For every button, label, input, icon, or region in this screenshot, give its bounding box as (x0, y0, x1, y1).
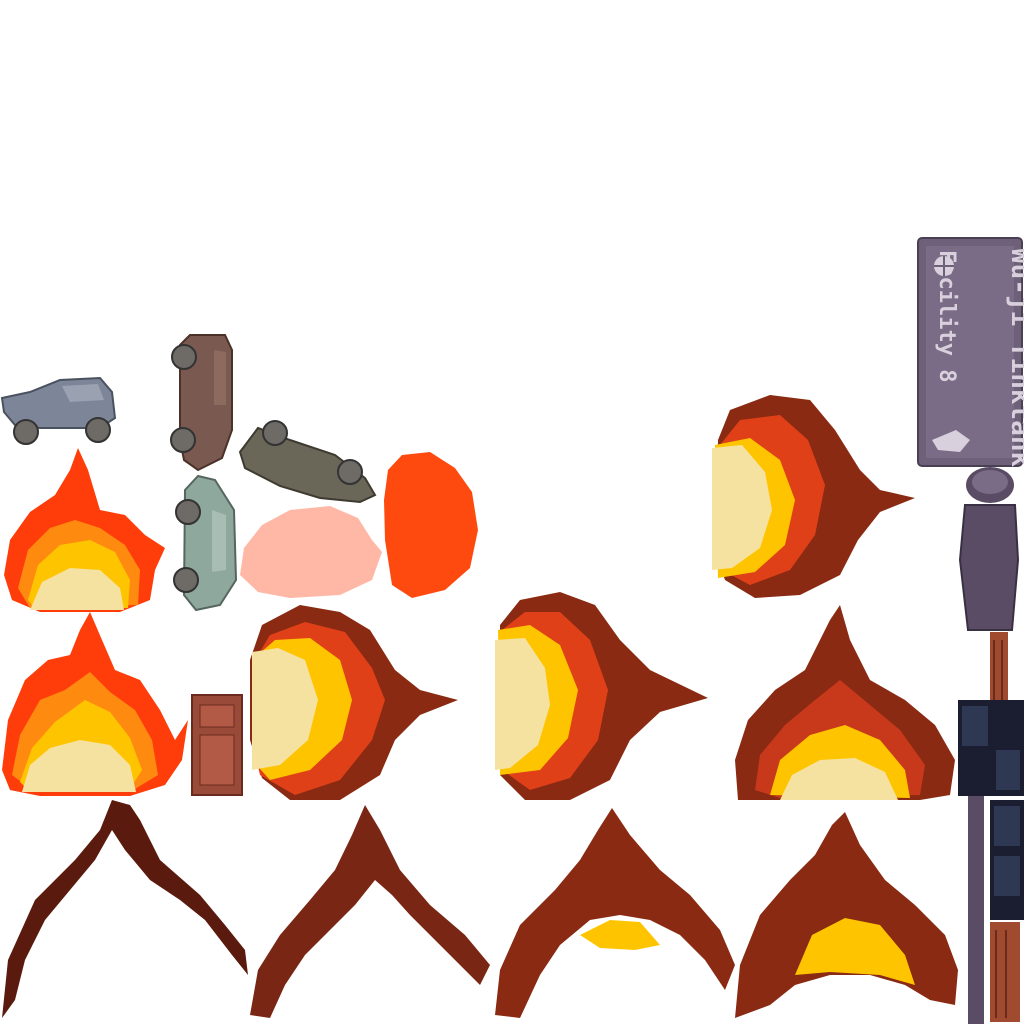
blast-side-2-sprite (495, 592, 708, 800)
smoke-1-sprite (2, 800, 248, 1018)
puff-red-sprite (384, 452, 478, 598)
car-mint-vertical-sprite (173, 474, 238, 612)
smoke-4-sprite (735, 812, 958, 1018)
smoke-4-glow (795, 918, 915, 985)
fire-small-sprite (4, 448, 165, 612)
figure-body-sprite (958, 467, 1020, 724)
sign-emblem-icon (934, 256, 954, 276)
fire-large-sprite (2, 612, 188, 796)
blast-side-3-sprite (712, 395, 915, 598)
sign-boat-icon (932, 430, 970, 452)
car-brown-vertical-sprite (170, 334, 233, 472)
puff-pink-sprite (240, 506, 382, 598)
smoke-2-sprite (250, 805, 490, 1018)
blast-side-1-sprite (250, 605, 458, 800)
pole-tiles-sprite (958, 700, 1024, 1024)
door-sprite (191, 694, 243, 796)
smoke-3-glow (580, 920, 660, 950)
blast-up-1-sprite (735, 605, 955, 800)
sign-line-1: Wu-ji Tinktank (1005, 248, 1024, 467)
smoke-3-sprite (495, 808, 735, 1018)
car-blue-sprite (0, 376, 117, 445)
car-olive-tilted-sprite (238, 420, 377, 504)
sign-board-sprite (917, 237, 1023, 467)
